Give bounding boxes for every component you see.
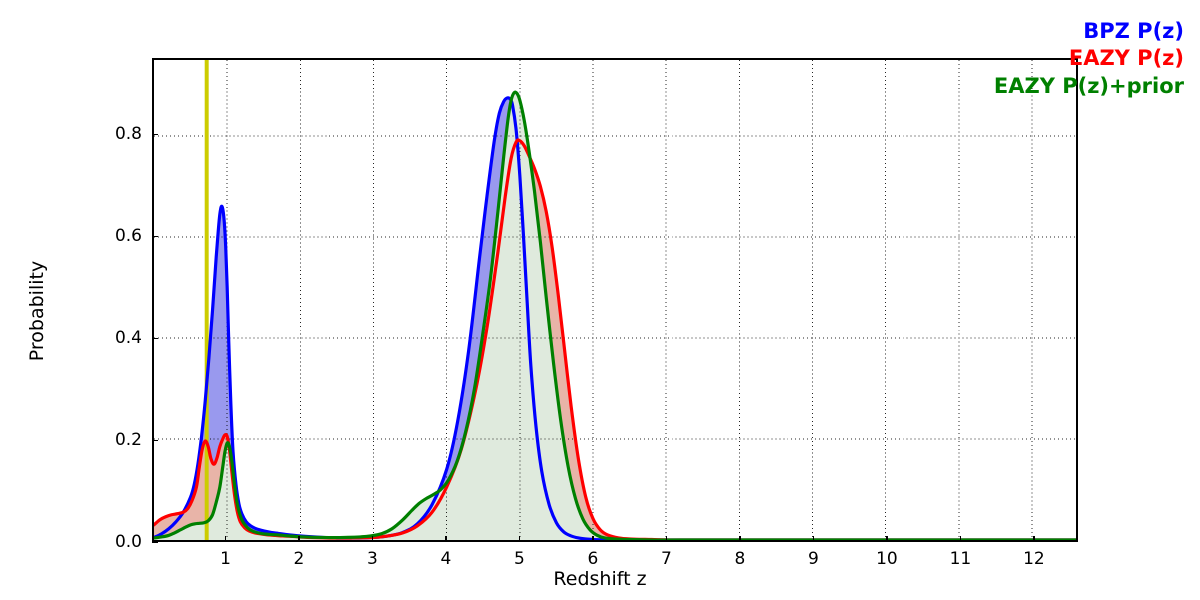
y-tick-label: 0.8 (114, 124, 142, 145)
chart-canvas (154, 60, 1076, 540)
x-tick-mark (665, 536, 668, 542)
plot-area (152, 58, 1078, 542)
y-tick-mark (152, 235, 158, 238)
y-tick-label: 0.0 (114, 532, 142, 552)
x-tick-mark (739, 536, 741, 542)
x-tick-label: 4 (440, 549, 452, 569)
x-tick-mark (224, 536, 227, 542)
x-axis-title: Redshift z (553, 568, 647, 590)
x-tick-label: 10 (876, 549, 898, 569)
y-tick-mark (152, 133, 158, 136)
x-tick-mark (886, 536, 888, 542)
y-tick-label: 0.2 (114, 430, 142, 451)
x-tick-mark (592, 536, 594, 542)
y-tick-label: 0.6 (114, 226, 142, 247)
legend-entry-eazy: EAZY P(z) (1068, 46, 1184, 71)
x-tick-mark (445, 536, 447, 542)
x-tick-mark (371, 536, 374, 542)
x-tick-label: 5 (514, 549, 525, 569)
x-tick-mark (518, 536, 521, 542)
x-tick-mark (1033, 536, 1035, 542)
x-tick-label: 8 (734, 549, 746, 569)
x-tick-mark (812, 536, 815, 542)
x-tick-mark (298, 536, 300, 542)
y-tick-mark (152, 439, 158, 442)
legend-entry-eazy-prior: EAZY P(z)+prior (993, 73, 1184, 98)
x-tick-label: 6 (587, 549, 599, 569)
x-tick-label: 1 (220, 549, 231, 569)
x-tick-label: 2 (293, 549, 305, 569)
x-tick-label: 3 (367, 549, 378, 569)
legend: BPZ P(z) EAZY P(z) EAZY P(z)+prior (994, 18, 1184, 100)
y-axis-title: Probability (26, 260, 48, 362)
legend-entry-bpz: BPZ P(z) (1083, 19, 1184, 43)
x-tick-mark (959, 536, 962, 542)
x-tick-label: 9 (808, 549, 819, 569)
y-tick-label: 0.4 (114, 328, 142, 349)
x-tick-label: 11 (949, 549, 972, 569)
x-tick-label: 12 (1023, 549, 1045, 569)
y-tick-mark (152, 337, 158, 340)
x-tick-label: 7 (661, 549, 672, 569)
y-tick-mark (152, 541, 158, 543)
